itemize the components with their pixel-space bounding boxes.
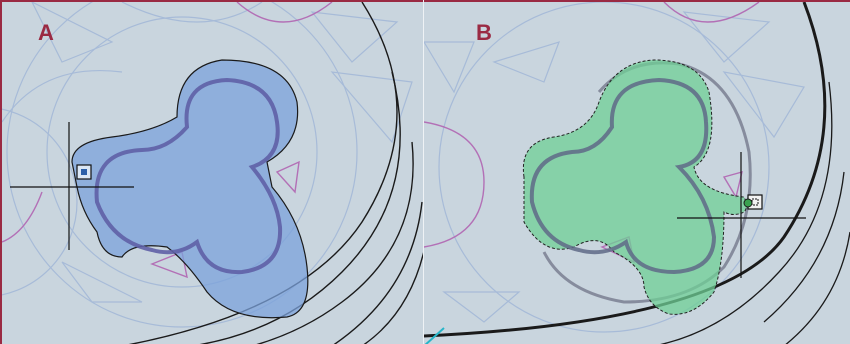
panel-a-canvas[interactable] <box>2 2 424 344</box>
snap-grip-inner <box>81 169 87 175</box>
selection-shape[interactable] <box>522 59 747 315</box>
panel-b-canvas[interactable] <box>424 2 850 344</box>
dark-arcs <box>128 2 424 344</box>
background-geometry <box>424 2 805 333</box>
crosshair-cursor-icon <box>677 152 806 278</box>
crosshair-cursor-icon <box>10 122 134 250</box>
magenta-geometry <box>2 2 333 279</box>
trefoil-outline <box>94 77 283 275</box>
selection-shape[interactable] <box>71 59 309 319</box>
dark-arcs <box>424 2 850 344</box>
move-grip-icon[interactable] <box>743 194 763 210</box>
panel-b[interactable]: B <box>424 0 850 344</box>
cyan-line <box>424 327 445 344</box>
panel-label-b: B <box>476 20 492 45</box>
panel-label-a: A <box>38 20 54 45</box>
panel-a[interactable]: A <box>0 0 424 344</box>
trefoil-outline <box>529 77 717 275</box>
